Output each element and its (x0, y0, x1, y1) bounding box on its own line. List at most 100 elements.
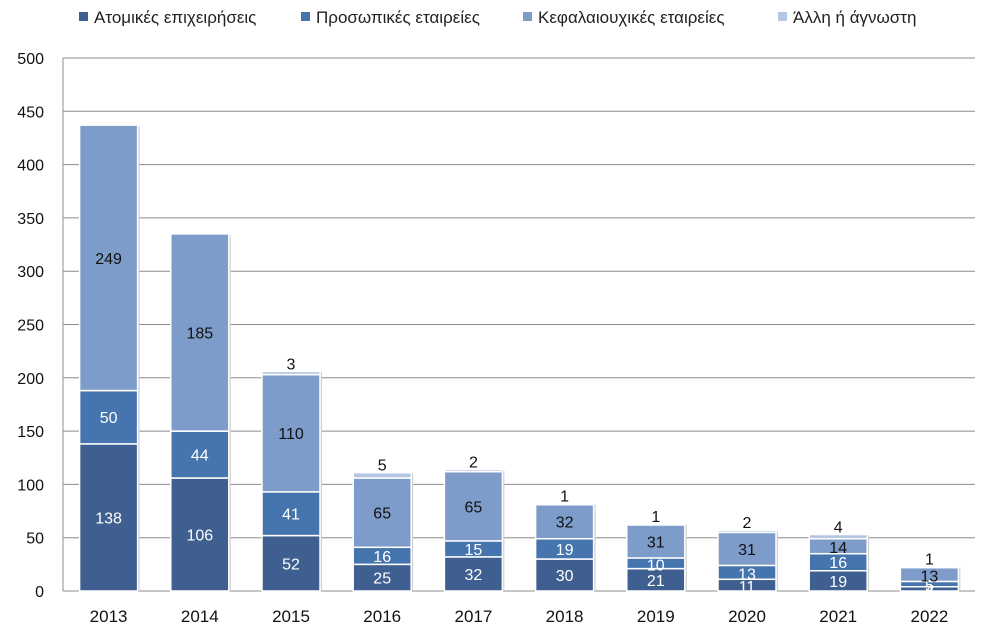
data-label: 1 (651, 509, 660, 526)
data-label: 16 (373, 549, 391, 566)
y-tick-label: 250 (17, 318, 44, 335)
y-tick-label: 350 (17, 211, 44, 228)
data-label: 31 (647, 534, 665, 551)
data-label: 2 (469, 454, 478, 471)
y-tick-label: 150 (17, 424, 44, 441)
data-label: 4 (925, 583, 934, 600)
bar-stack-2013: 138 50 249 (78, 124, 140, 592)
x-tick-label: 2019 (637, 607, 675, 626)
x-tick-label: 2014 (181, 607, 219, 626)
bar-segment (170, 233, 230, 432)
data-label: 106 (186, 528, 213, 545)
bar-segment (626, 523, 686, 526)
data-label: 11 (739, 579, 756, 596)
x-axis: 2013 2014 2015 2016 2017 2018 2019 2020 2021 2022 (90, 607, 949, 626)
bar-stack-2014: 106 44 185 (170, 233, 231, 592)
bar-segment (534, 558, 595, 592)
x-tick-label: 2018 (546, 607, 584, 626)
legend: Ατομικές επιχειρήσεις Προσωπικές εταιρείε… (79, 8, 916, 27)
legend-label: Κεφαλαιουχικές εταιρείες (538, 8, 725, 27)
y-tick-label: 100 (17, 477, 44, 494)
y-tick-label: 450 (17, 104, 44, 121)
bar-segment (78, 124, 139, 392)
x-tick-label: 2021 (819, 607, 857, 626)
y-tick-label: 500 (17, 51, 44, 68)
legend-swatch (778, 12, 787, 21)
data-label: 4 (834, 520, 843, 537)
y-tick-label: 50 (26, 531, 44, 548)
data-label: 5 (378, 458, 387, 475)
x-tick-label: 2013 (90, 607, 128, 626)
data-label: 13 (738, 566, 756, 583)
bars: 1385024910644185524111032516655321565230… (78, 124, 961, 600)
legend-swatch (523, 12, 532, 21)
bar-segment (352, 477, 412, 549)
data-label: 31 (738, 542, 756, 559)
legend-item: Άλλη ή άγνωστη (778, 8, 916, 27)
data-label: 1 (925, 551, 934, 568)
data-label: 30 (556, 568, 574, 585)
legend-swatch (301, 12, 310, 21)
bar-segment (261, 370, 321, 376)
data-label: 65 (373, 506, 391, 523)
data-label: 52 (282, 556, 300, 573)
bar-segment (261, 491, 321, 537)
x-tick-label: 2020 (728, 607, 766, 626)
y-tick-label: 300 (17, 264, 44, 281)
legend-item: Προσωπικές εταιρείες (301, 8, 480, 27)
bar-segment (443, 468, 504, 473)
x-tick-label: 2017 (454, 607, 492, 626)
x-tick-label: 2015 (272, 607, 310, 626)
bar-segment (78, 389, 139, 445)
bar-segment (443, 556, 504, 592)
data-label: 19 (556, 542, 574, 559)
y-tick-label: 200 (17, 371, 44, 388)
bar-segment (352, 563, 412, 592)
bar-segment (717, 529, 777, 534)
data-label: 65 (465, 499, 483, 516)
bar-segment (352, 471, 412, 479)
bar-segment (443, 470, 504, 542)
data-label: 16 (829, 555, 847, 572)
data-label: 10 (647, 557, 665, 574)
bar-segment (899, 565, 960, 569)
data-label: 249 (95, 251, 122, 268)
bar-segment (261, 373, 321, 493)
bar-segment (717, 531, 777, 567)
bar-segment (170, 477, 230, 592)
data-label: 5 (925, 578, 934, 595)
legend-item: Ατομικές επιχειρήσεις (79, 8, 256, 27)
data-label: 41 (282, 507, 300, 524)
data-label: 15 (465, 542, 483, 559)
data-label: 185 (186, 325, 213, 342)
data-label: 19 (829, 574, 847, 591)
data-label: 1 (560, 489, 569, 506)
legend-item: Κεφαλαιουχικές εταιρείες (523, 8, 725, 27)
legend-label: Άλλη ή άγνωστη (793, 8, 916, 27)
data-label: 25 (373, 571, 391, 588)
bar-stack-2016: 25 16 65 5 (352, 458, 414, 592)
data-label: 14 (829, 540, 847, 557)
data-label: 50 (100, 410, 118, 427)
x-tick-label: 2016 (363, 607, 401, 626)
data-label: 32 (556, 515, 574, 532)
data-label: 2 (743, 515, 752, 532)
x-tick-label: 2022 (910, 607, 948, 626)
y-tick-label: 0 (35, 584, 44, 601)
legend-swatch (79, 12, 88, 21)
data-label: 32 (465, 567, 483, 584)
legend-label: Ατομικές επιχειρήσεις (94, 8, 256, 27)
bar-stack-2018: 30 19 32 1 (534, 489, 596, 592)
bar-stack-2017: 32 15 65 2 (443, 454, 505, 592)
data-label: 21 (647, 573, 665, 590)
bar-segment (808, 533, 868, 540)
bar-segment (534, 503, 595, 540)
bar-segment (261, 534, 321, 592)
bar-stack-2015: 52 41 110 3 (261, 356, 322, 592)
legend-label: Προσωπικές εταιρείες (316, 8, 480, 27)
